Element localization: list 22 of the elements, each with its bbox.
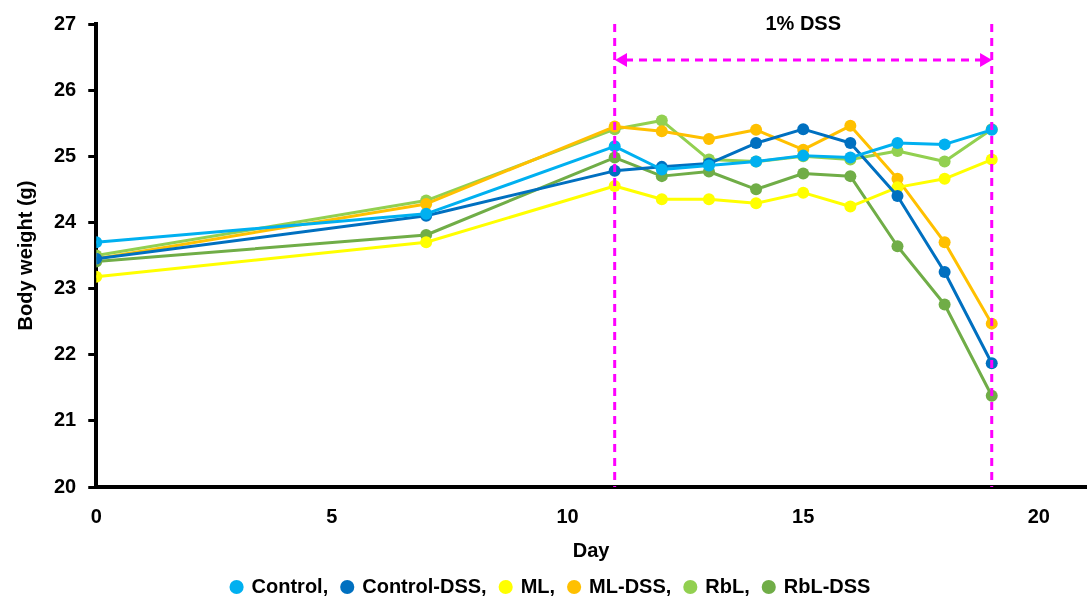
y-tick-label: 26 <box>54 77 77 100</box>
x-tick-label: 10 <box>556 504 579 527</box>
x-tick-label: 5 <box>326 504 338 527</box>
y-tick-label: 25 <box>54 143 77 166</box>
annotation: 1% DSS <box>765 11 842 34</box>
legend-label: RbL-DSS <box>783 574 871 597</box>
y-axis-title: Body weight (g) <box>13 180 36 331</box>
x-axis-title: Day <box>572 538 611 561</box>
legend-label: Control-DSS, <box>362 574 487 597</box>
legend-label: RbL, <box>705 574 750 597</box>
legend-label: Control, <box>251 574 329 597</box>
x-tick-label: 20 <box>1027 504 1050 527</box>
x-tick-label: 15 <box>792 504 815 527</box>
y-tick-label: 20 <box>54 474 77 497</box>
x-tick-label: 0 <box>90 504 102 527</box>
legend-label: ML-DSS, <box>589 574 672 597</box>
y-tick-label: 23 <box>54 276 77 299</box>
y-tick-label: 22 <box>54 342 77 365</box>
y-tick-label: 27 <box>54 11 77 34</box>
legend-label: ML, <box>520 574 556 597</box>
y-tick-label: 21 <box>54 408 77 431</box>
y-tick-label: 24 <box>54 209 78 232</box>
